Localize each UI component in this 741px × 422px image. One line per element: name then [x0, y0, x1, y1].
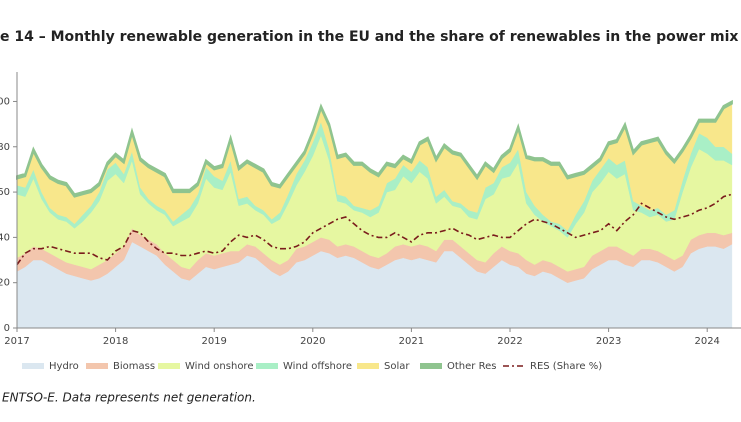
legend-label: Wind offshore: [283, 361, 352, 372]
x-tick-label: 2023: [596, 336, 621, 347]
source-note: ENTSO-E. Data represents net generation.: [2, 391, 256, 405]
legend-swatch: [256, 363, 278, 369]
y-tick-label: 60: [0, 187, 10, 198]
x-tick-label: 2024: [694, 336, 719, 347]
legend-label: Biomass: [113, 361, 155, 372]
y-tick-label: 100: [0, 96, 10, 107]
legend-swatch: [158, 363, 180, 369]
y-tick-label: 0: [4, 323, 10, 334]
legend-label: Wind onshore: [185, 361, 253, 372]
y-tick-label: 20: [0, 278, 10, 289]
legend-label: Solar: [384, 361, 410, 372]
legend-label: Hydro: [49, 361, 79, 372]
x-tick-label: 2021: [399, 336, 424, 347]
x-tick-label: 2017: [4, 336, 29, 347]
y-tick-label: 40: [0, 232, 10, 243]
legend-label: RES (Share %): [530, 361, 602, 372]
x-tick-label: 2020: [300, 336, 325, 347]
legend-swatch: [357, 363, 379, 369]
x-tick-label: 2019: [201, 336, 226, 347]
legend-swatch: [86, 363, 108, 369]
area: [16, 99, 733, 198]
legend-swatch: [22, 363, 44, 369]
share-line: [16, 193, 733, 266]
legend-swatch: [420, 363, 442, 369]
legend-label: Other Res: [447, 361, 496, 372]
x-tick-label: 2022: [497, 336, 522, 347]
chart-title: e 14 – Monthly renewable generation in t…: [0, 29, 738, 45]
y-tick-label: 80: [0, 142, 10, 153]
x-tick-label: 2018: [103, 336, 128, 347]
plot: [16, 99, 733, 329]
